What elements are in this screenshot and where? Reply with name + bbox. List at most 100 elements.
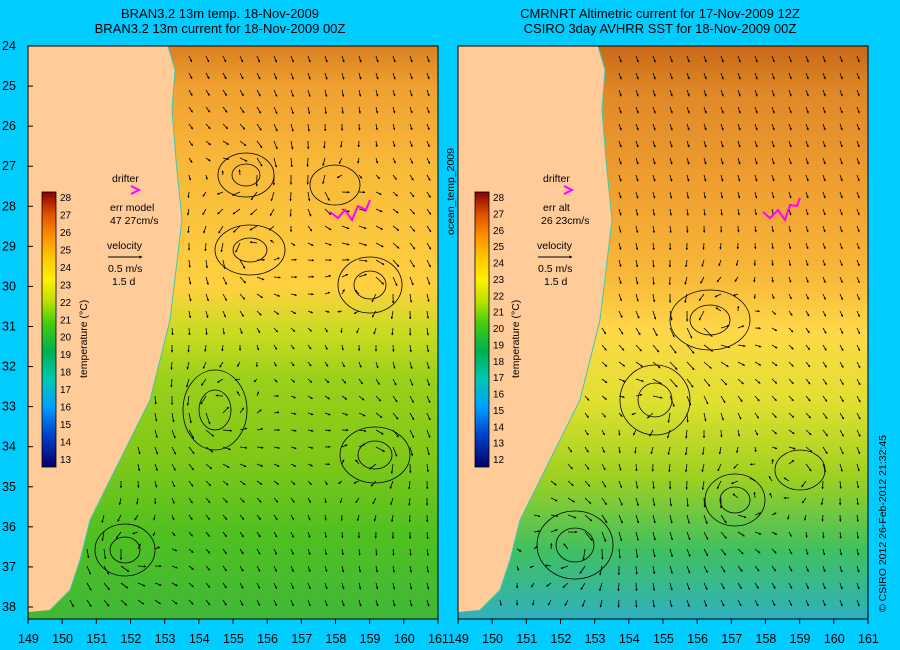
left-drifter-label: drifter — [112, 173, 139, 185]
lat-tick-label: 37 — [2, 560, 16, 574]
colorbar-tick-label: 16 — [493, 390, 505, 401]
lat-tick-label: 25 — [2, 79, 16, 93]
left-colorbar-ticks: 28 27 26 25 24 23 22 21 20 19 18 17 16 15 14 13 — [60, 193, 72, 466]
colorbar-tick-label: 14 — [493, 422, 505, 433]
left-legend: drifter err model 47 27cm/s velocity 0.5… — [107, 173, 158, 288]
colorbar-tick-label: 21 — [60, 315, 72, 326]
colorbar-tick-label: 27 — [60, 210, 72, 221]
lon-tick-label: 149 — [448, 632, 469, 646]
colorbar-tick-label: 28 — [493, 193, 505, 204]
left-err-label: err model — [110, 202, 154, 214]
lon-tick-label: 153 — [585, 632, 606, 646]
lat-tick-label: 30 — [2, 279, 16, 293]
colorbar-tick-label: 21 — [493, 308, 505, 319]
left-panel-title: BRAN3.2 13m temp. 18-Nov-2009 BRAN3.2 13… — [0, 6, 440, 36]
left-longitude-ticks: 149 150 151 152 153 154 155 156 157 158 159 160 161 — [18, 619, 449, 646]
right-land — [458, 46, 612, 612]
colorbar-tick-label: 26 — [60, 228, 72, 239]
left-title-line2: BRAN3.2 13m current for 18-Nov-2009 00Z — [94, 21, 346, 36]
colorbar-tick-label: 25 — [60, 245, 72, 256]
colorbar-tick-label: 18 — [493, 357, 505, 368]
lon-tick-label: 158 — [326, 632, 347, 646]
colorbar-tick-label: 12 — [493, 455, 505, 466]
colorbar-tick-label: 14 — [60, 438, 72, 449]
left-map — [28, 46, 438, 619]
left-land — [28, 46, 182, 612]
colorbar-tick-label: 20 — [493, 324, 505, 335]
left-velocity-label: velocity — [107, 240, 143, 252]
lon-tick-label: 158 — [756, 632, 777, 646]
lon-tick-label: 153 — [155, 632, 176, 646]
lon-tick-label: 150 — [52, 632, 73, 646]
lon-tick-label: 149 — [18, 632, 39, 646]
lon-tick-label: 159 — [790, 632, 811, 646]
lat-tick-label: 34 — [2, 440, 16, 454]
lon-tick-label: 154 — [619, 632, 640, 646]
right-colorbar-ramp — [474, 191, 490, 468]
right-eddies — [536, 289, 826, 580]
lat-tick-label: 36 — [2, 520, 16, 534]
right-title-line1: CMRNRT Altimetric current for 17-Nov-200… — [520, 6, 800, 21]
colorbar-tick-label: 13 — [60, 455, 72, 466]
right-colorbar-label: temperature (°C) — [510, 300, 522, 378]
credit-label: © CSIRO 2012 26-Feb-2012 21:32:45 — [877, 435, 889, 612]
lon-tick-label: 155 — [653, 632, 674, 646]
left-title-line1: BRAN3.2 13m temp. 18-Nov-2009 — [121, 6, 319, 21]
left-current-vectors — [69, 55, 432, 608]
colorbar-tick-label: 27 — [493, 209, 505, 220]
lat-tick-label: 28 — [2, 199, 16, 213]
colorbar-tick-label: 17 — [60, 385, 72, 396]
colorbar-tick-label: 26 — [493, 226, 505, 237]
lat-tick-label: 29 — [2, 239, 16, 253]
left-scale-speed: 0.5 m/s — [108, 263, 142, 275]
colorbar-tick-label: 24 — [493, 259, 505, 270]
right-colorbar-ticks: 28 27 26 25 24 23 22 21 20 19 18 17 16 15 14 13 12 — [493, 193, 505, 466]
right-scale-speed: 0.5 m/s — [538, 263, 572, 275]
right-shelf-contour — [479, 46, 613, 611]
right-drifter-label: drifter — [543, 173, 570, 185]
left-shelf-contour — [49, 46, 183, 611]
lon-tick-label: 157 — [721, 632, 742, 646]
colorbar-tick-label: 23 — [493, 275, 505, 286]
lon-tick-label: 159 — [360, 632, 381, 646]
right-colorbar: 28 27 26 25 24 23 22 21 20 19 18 17 16 15 14 13 12 tempe… — [474, 191, 522, 468]
colorbar-tick-label: 28 — [60, 193, 72, 204]
latitude-ticks: 24 25 26 27 28 29 30 31 32 33 34 35 36 37 38 — [2, 39, 33, 614]
colorbar-tick-label: 18 — [60, 368, 72, 379]
colorbar-tick-label: 16 — [60, 403, 72, 414]
lon-tick-label: 150 — [482, 632, 503, 646]
left-err-value: 47 27cm/s — [110, 215, 158, 227]
colorbar-tick-label: 25 — [493, 242, 505, 253]
right-panel-title: CMRNRT Altimetric current for 17-Nov-200… — [440, 6, 880, 36]
right-drifter-symbol — [563, 185, 575, 195]
colorbar-tick-label: 24 — [60, 263, 72, 274]
left-colorbar-ramp — [41, 191, 57, 468]
colorbar-tick-label: 13 — [493, 439, 505, 450]
colorbar-tick-label: 19 — [493, 340, 505, 351]
side-label: ocean_temp_2009 — [445, 148, 457, 235]
lat-tick-label: 27 — [2, 159, 16, 173]
lon-tick-label: 161 — [858, 632, 879, 646]
colorbar-tick-label: 15 — [60, 420, 72, 431]
lat-tick-label: 32 — [2, 360, 16, 374]
lon-tick-label: 160 — [394, 632, 415, 646]
lat-tick-label: 33 — [2, 400, 16, 414]
right-title-line2: CSIRO 3day AVHRR SST for 18-Nov-2009 00Z — [523, 21, 797, 36]
lon-tick-label: 151 — [516, 632, 537, 646]
right-legend: drifter err alt 26 23cm/s velocity 0.5 m… — [537, 173, 589, 288]
left-drifter-track — [329, 199, 371, 223]
left-colorbar: 28 27 26 25 24 23 22 21 20 19 18 17 16 15 14 13 tempera… — [41, 191, 90, 468]
right-map — [458, 46, 868, 619]
colorbar-tick-label: 20 — [60, 333, 72, 344]
right-err-label: err alt — [543, 202, 570, 214]
right-velocity-label: velocity — [537, 240, 573, 252]
right-current-vectors — [499, 55, 861, 608]
left-colorbar-label: temperature (°C) — [78, 300, 90, 378]
colorbar-tick-label: 17 — [493, 373, 505, 384]
left-scale-time: 1.5 d — [112, 276, 136, 288]
lon-tick-label: 154 — [189, 632, 210, 646]
lat-tick-label: 24 — [2, 39, 16, 53]
lon-tick-label: 151 — [86, 632, 107, 646]
lon-tick-label: 160 — [824, 632, 845, 646]
